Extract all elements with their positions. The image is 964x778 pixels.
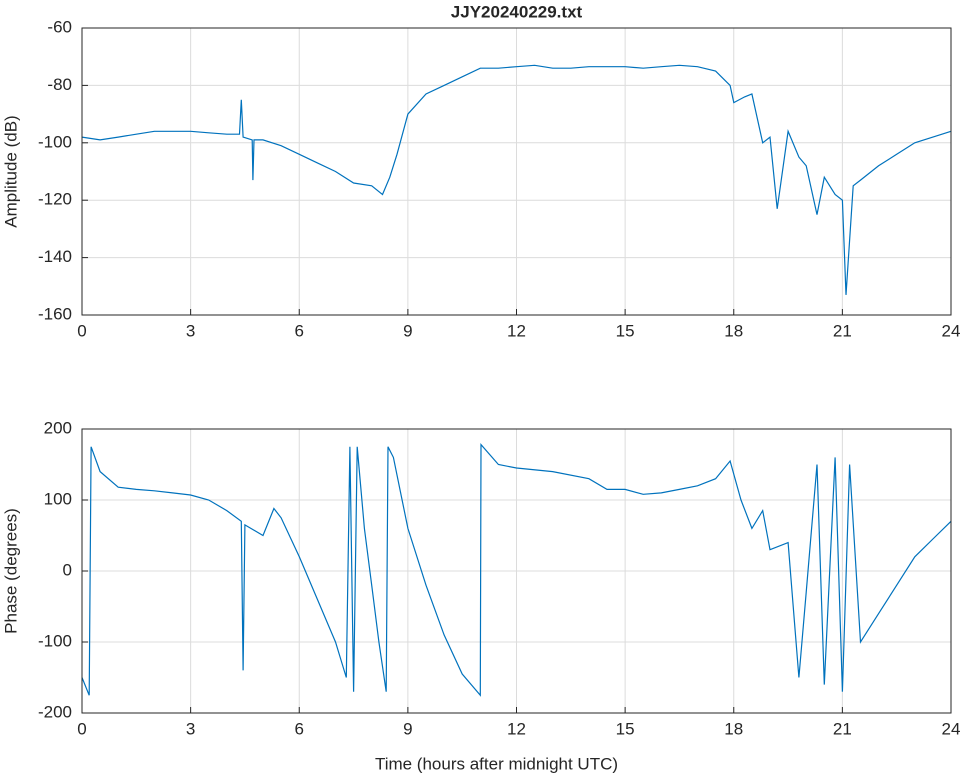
data-line [81,64,952,295]
y-axis-label: Phase (degrees) [1,508,20,634]
data-line [81,443,952,697]
y-tick-label: -60 [47,17,72,36]
y-tick-label: -200 [38,702,72,721]
y-tick-label: -100 [38,132,72,151]
x-tick-label: 15 [616,719,635,738]
x-tick-label: 6 [295,719,304,738]
x-tick-label: 9 [403,719,412,738]
x-tick-label: 24 [942,321,961,340]
x-tick-label: 12 [507,321,526,340]
y-tick-label: 100 [44,489,72,508]
x-tick-label: 21 [833,719,852,738]
x-tick-label: 12 [507,719,526,738]
x-tick-label: 18 [724,321,743,340]
x-tick-label: 18 [724,719,743,738]
y-axis-label: Amplitude (dB) [1,115,20,227]
y-tick-label: -80 [47,75,72,94]
y-tick-label: 200 [44,418,72,437]
x-tick-label: 3 [186,719,195,738]
x-tick-label: 3 [186,321,195,340]
y-tick-label: -140 [38,247,72,266]
x-tick-label: 24 [942,719,961,738]
x-tick-label: 0 [77,321,86,340]
y-tick-label: -160 [38,304,72,323]
x-tick-label: 6 [295,321,304,340]
x-tick-label: 9 [403,321,412,340]
y-tick-label: 0 [63,560,72,579]
chart-title: JJY20240229.txt [451,2,583,21]
x-tick-label: 0 [77,719,86,738]
y-tick-label: -100 [38,631,72,650]
axes-box [81,27,952,316]
x-tick-label: 15 [616,321,635,340]
x-tick-label: 21 [833,321,852,340]
x-axis-label: Time (hours after midnight UTC) [375,754,618,773]
axes-box [81,428,952,714]
y-tick-label: -120 [38,190,72,209]
